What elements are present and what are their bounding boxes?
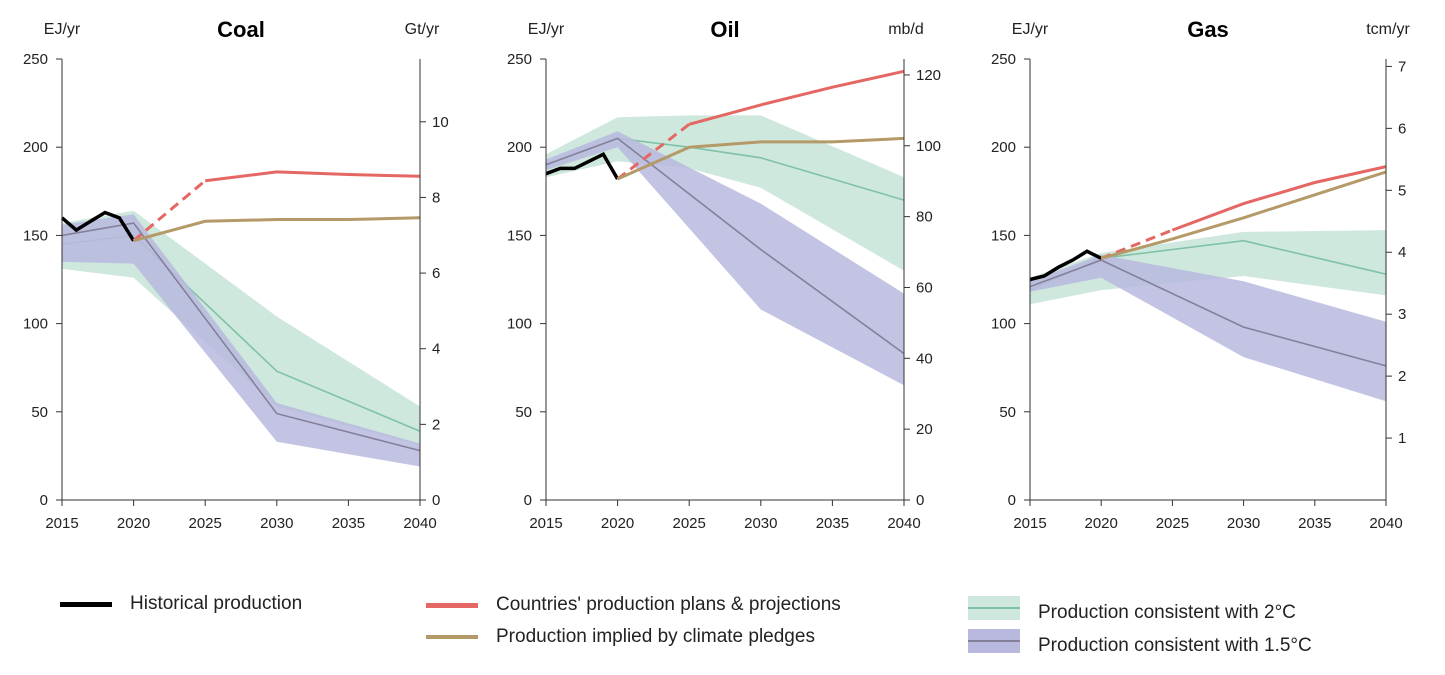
gas-series-pledges <box>1100 170 1387 260</box>
legend-swatch-15c <box>968 629 1020 653</box>
coal-xtick-label: 2035 <box>332 515 365 532</box>
oil-y2tick-label: 120 <box>916 67 941 84</box>
oil-ytick-label: 200 <box>507 139 532 156</box>
coal-y2tick-label: 6 <box>432 265 440 282</box>
oil-y2tick-label: 40 <box>916 350 933 367</box>
oil-y2tick-label: 100 <box>916 138 941 155</box>
oil-ytick-label: 250 <box>507 51 532 68</box>
gas-series-plans-dashed <box>1100 228 1173 260</box>
gas-ytick-label: 0 <box>1008 492 1016 509</box>
gas-xtick-label: 2035 <box>1298 515 1331 532</box>
gas-y2tick-label: 7 <box>1398 58 1406 75</box>
oil-median-15c <box>545 137 905 355</box>
gas-ytick-label: 200 <box>991 139 1016 156</box>
gas-y2tick-label: 4 <box>1398 244 1406 261</box>
coal-band-15c <box>62 214 420 467</box>
coal-y2tick-label: 10 <box>432 114 449 131</box>
gas-ytick-label: 250 <box>991 51 1016 68</box>
coal-xtick-label: 2020 <box>117 515 150 532</box>
oil-ytick-label: 150 <box>507 227 532 244</box>
gas-y2tick-label: 3 <box>1398 306 1406 323</box>
oil-xtick-label: 2025 <box>673 515 706 532</box>
coal-ytick-label: 250 <box>23 51 48 68</box>
gas-chart-title: Gas <box>1187 17 1229 42</box>
legend-label-2c: Production consistent with 2°C <box>1038 602 1296 623</box>
coal-series-historical <box>60 210 136 242</box>
gas-left-unit: EJ/yr <box>1012 21 1049 38</box>
gas-y2tick-label: 5 <box>1398 182 1406 199</box>
oil-ytick-label: 50 <box>515 404 532 421</box>
oil-right-unit: mb/d <box>888 21 924 38</box>
gas-xtick-label: 2040 <box>1369 515 1402 532</box>
oil-ytick-label: 0 <box>524 492 532 509</box>
gas-y2tick-label: 1 <box>1398 430 1406 447</box>
legend-label-historical: Historical production <box>130 593 303 614</box>
gas-xtick-label: 2020 <box>1085 515 1118 532</box>
coal-ytick-label: 200 <box>23 139 48 156</box>
oil-chart-title: Oil <box>710 17 739 42</box>
gas-xtick-label: 2025 <box>1156 515 1189 532</box>
oil-band-15c <box>546 131 904 386</box>
oil-y2tick-label: 80 <box>916 209 933 226</box>
oil-xtick-label: 2035 <box>816 515 849 532</box>
coal-ytick-label: 0 <box>40 492 48 509</box>
gas-y2tick-label: 6 <box>1398 120 1406 137</box>
coal-series-pledges <box>133 216 421 243</box>
coal-left-unit: EJ/yr <box>44 21 81 38</box>
coal-ytick-label: 100 <box>23 316 48 333</box>
legend-label-plans: Countries' production plans & projection… <box>496 594 841 615</box>
coal-chart-title: Coal <box>217 17 265 42</box>
legend-label-15c: Production consistent with 1.5°C <box>1038 635 1312 656</box>
gas-median-15c <box>1029 259 1387 367</box>
coal-y2tick-label: 0 <box>432 492 440 509</box>
oil-series-pledges <box>616 136 905 181</box>
coal-y2tick-label: 8 <box>432 189 440 206</box>
coal-ytick-label: 50 <box>31 404 48 421</box>
gas-right-unit: tcm/yr <box>1366 21 1410 38</box>
legend-swatch-historical <box>60 602 112 607</box>
oil-series-plans <box>688 69 905 126</box>
oil-y2tick-label: 60 <box>916 279 933 296</box>
gas-ytick-label: 100 <box>991 316 1016 333</box>
gas-ytick-label: 50 <box>999 404 1016 421</box>
gas-band-15c <box>1030 254 1386 402</box>
legend-swatch-plans <box>426 603 478 608</box>
legend-swatch-pledges <box>426 635 478 639</box>
coal-xtick-label: 2030 <box>260 515 293 532</box>
oil-xtick-label: 2015 <box>529 515 562 532</box>
coal-series-plans <box>205 170 421 183</box>
gas-y2tick-label: 2 <box>1398 368 1406 385</box>
gas-series-historical <box>1029 249 1102 282</box>
coal-xtick-label: 2025 <box>189 515 222 532</box>
oil-ytick-label: 100 <box>507 316 532 333</box>
oil-xtick-label: 2030 <box>744 515 777 532</box>
oil-series-historical <box>545 152 620 180</box>
gas-series-plans <box>1171 165 1387 232</box>
oil-y2tick-label: 20 <box>916 421 933 438</box>
coal-xtick-label: 2040 <box>403 515 436 532</box>
coal-y2tick-label: 2 <box>432 416 440 433</box>
gas-xtick-label: 2015 <box>1013 515 1046 532</box>
oil-left-unit: EJ/yr <box>528 21 565 38</box>
oil-xtick-label: 2040 <box>887 515 920 532</box>
oil-y2tick-label: 0 <box>916 492 924 509</box>
legend-swatch-2c <box>968 596 1020 620</box>
coal-xtick-label: 2015 <box>45 515 78 532</box>
coal-y2tick-label: 4 <box>432 341 440 358</box>
coal-right-unit: Gt/yr <box>405 21 440 38</box>
coal-median-15c <box>61 222 421 452</box>
gas-xtick-label: 2030 <box>1227 515 1260 532</box>
legend-label-pledges: Production implied by climate pledges <box>496 626 815 647</box>
coal-ytick-label: 150 <box>23 227 48 244</box>
gas-ytick-label: 150 <box>991 227 1016 244</box>
oil-xtick-label: 2020 <box>601 515 634 532</box>
